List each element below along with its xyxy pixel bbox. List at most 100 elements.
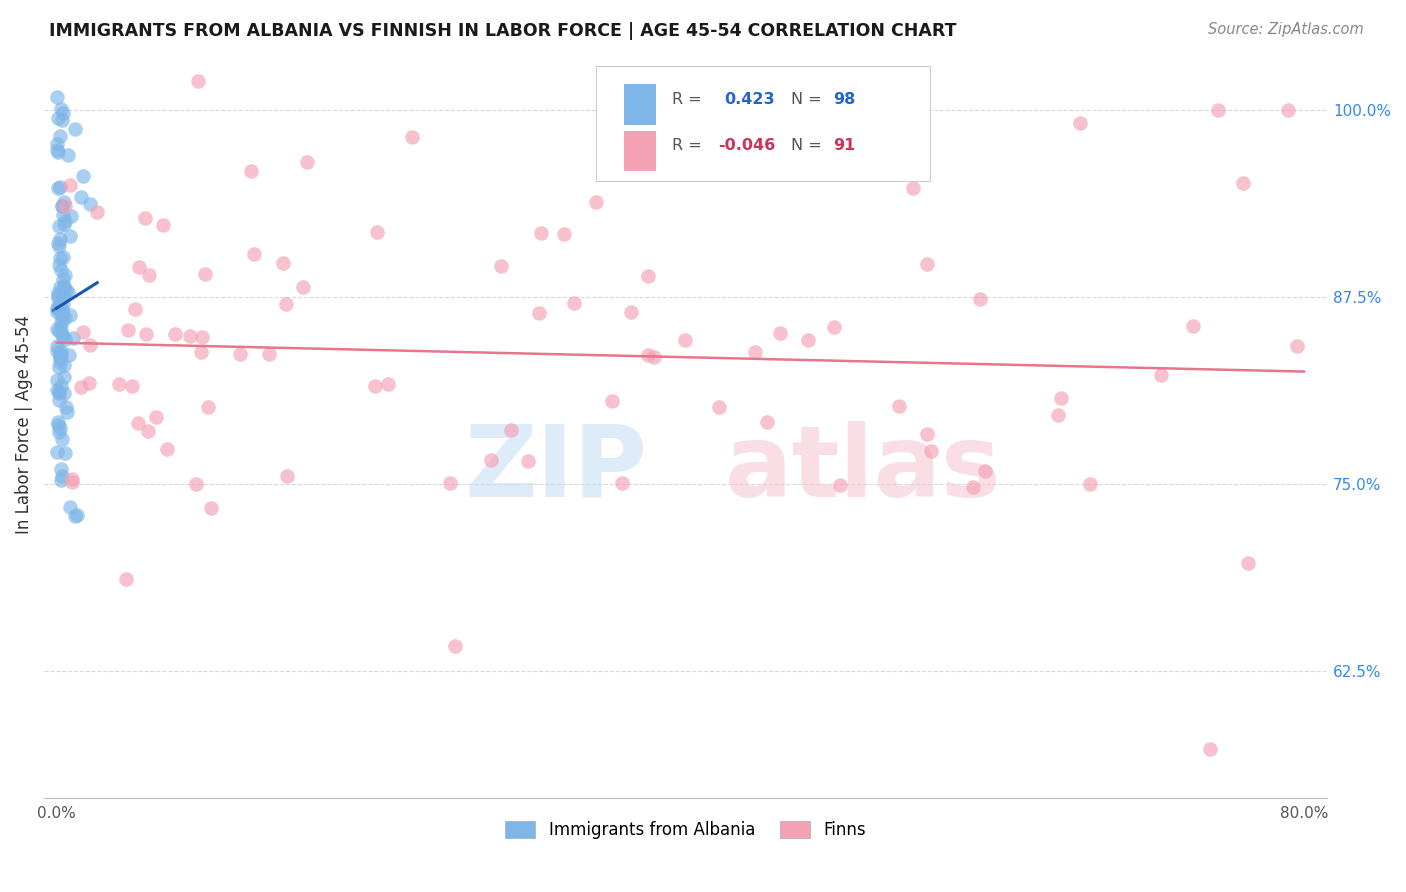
Point xyxy=(585,194,607,209)
Point xyxy=(77,376,100,390)
Point xyxy=(53,358,76,372)
Point xyxy=(135,327,157,342)
Point xyxy=(744,345,766,359)
Point xyxy=(920,444,942,458)
Point xyxy=(48,252,70,266)
Point xyxy=(46,383,69,397)
Point xyxy=(53,370,76,384)
Point xyxy=(51,199,73,213)
Point xyxy=(52,106,75,120)
Point xyxy=(53,332,76,346)
Point xyxy=(70,380,93,394)
Point xyxy=(136,424,159,438)
Point xyxy=(53,199,76,213)
Point xyxy=(117,323,139,337)
Point xyxy=(46,144,69,158)
Point xyxy=(52,250,75,264)
Point xyxy=(56,148,79,162)
Point xyxy=(240,164,263,178)
Point xyxy=(45,344,67,359)
Point xyxy=(364,379,387,393)
Point xyxy=(271,256,294,270)
Point xyxy=(53,446,76,460)
Point xyxy=(1232,176,1254,190)
Text: R =: R = xyxy=(672,92,711,107)
Point xyxy=(51,317,73,331)
Point xyxy=(59,178,82,193)
Point xyxy=(51,344,73,359)
Point xyxy=(1069,116,1091,130)
Point xyxy=(377,376,399,391)
Point xyxy=(46,301,69,316)
Point xyxy=(156,442,179,456)
Point xyxy=(51,288,73,302)
Point xyxy=(49,297,72,311)
Point xyxy=(51,311,73,326)
Point xyxy=(51,328,73,343)
Point xyxy=(756,415,779,429)
Point xyxy=(48,359,70,374)
Point xyxy=(63,121,86,136)
Point xyxy=(51,305,73,319)
Point xyxy=(46,445,69,459)
Point xyxy=(46,322,69,336)
Point xyxy=(527,305,550,319)
Point xyxy=(46,300,69,314)
Point xyxy=(49,179,72,194)
Point xyxy=(46,415,69,429)
Point xyxy=(915,257,938,271)
Point xyxy=(197,401,219,415)
Text: IMMIGRANTS FROM ALBANIA VS FINNISH IN LABOR FORCE | AGE 45-54 CORRELATION CHART: IMMIGRANTS FROM ALBANIA VS FINNISH IN LA… xyxy=(49,22,956,40)
Point xyxy=(49,355,72,369)
Point xyxy=(59,500,82,515)
FancyBboxPatch shape xyxy=(596,66,929,181)
Point xyxy=(969,292,991,306)
Text: atlas: atlas xyxy=(724,421,1001,517)
Text: 0.423: 0.423 xyxy=(724,92,775,107)
Point xyxy=(145,409,167,424)
Point xyxy=(46,145,69,160)
Point xyxy=(124,301,146,316)
Point xyxy=(49,232,72,246)
Point xyxy=(134,211,156,226)
Point xyxy=(51,432,73,446)
Point xyxy=(49,351,72,365)
Point xyxy=(517,454,540,468)
Point xyxy=(257,347,280,361)
Text: 98: 98 xyxy=(834,92,856,107)
Point xyxy=(1277,103,1299,118)
Point xyxy=(46,236,69,251)
Point xyxy=(121,378,143,392)
Point xyxy=(1199,741,1222,756)
Point xyxy=(48,280,70,294)
Point xyxy=(62,331,84,345)
Point xyxy=(673,333,696,347)
Point xyxy=(107,377,129,392)
Point xyxy=(46,90,69,104)
Point xyxy=(1206,103,1229,118)
Point xyxy=(48,303,70,318)
Point xyxy=(48,418,70,433)
Point xyxy=(501,423,523,437)
Point xyxy=(48,392,70,407)
Point xyxy=(53,214,76,228)
Point xyxy=(72,325,94,339)
Point xyxy=(48,385,70,400)
Point xyxy=(49,473,72,487)
Point xyxy=(709,400,731,414)
Point xyxy=(86,204,108,219)
Point xyxy=(889,399,911,413)
Point xyxy=(46,287,69,301)
Bar xyxy=(624,85,657,125)
Point xyxy=(53,310,76,325)
Point xyxy=(46,291,69,305)
Point xyxy=(48,258,70,272)
Point xyxy=(51,199,73,213)
Point xyxy=(152,219,174,233)
Point xyxy=(562,295,585,310)
Point xyxy=(553,227,575,242)
Text: Source: ZipAtlas.com: Source: ZipAtlas.com xyxy=(1208,22,1364,37)
Point xyxy=(55,284,77,298)
Point xyxy=(276,469,298,483)
Point xyxy=(46,181,69,195)
